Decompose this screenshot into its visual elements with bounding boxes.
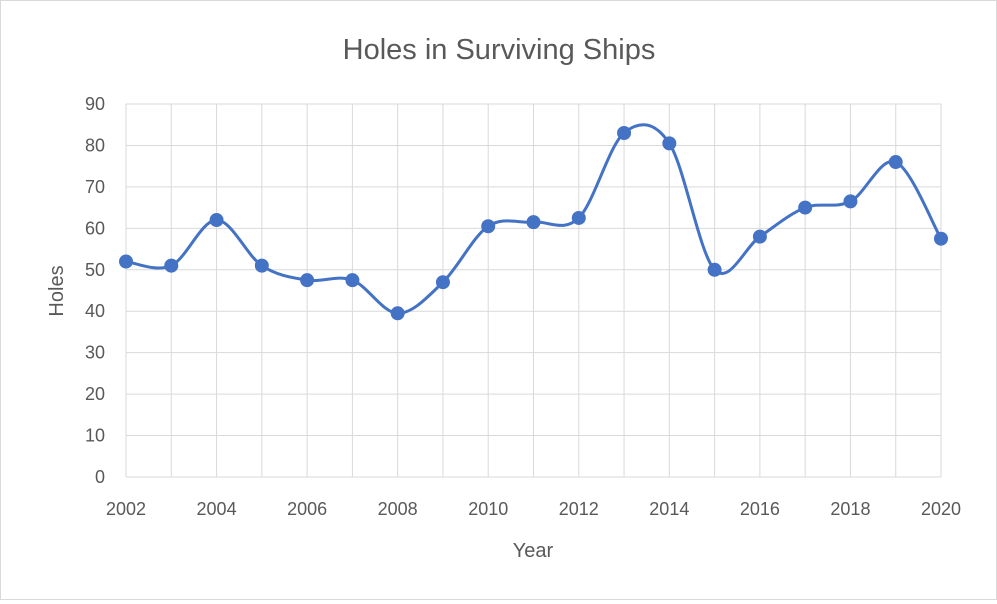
x-tick-label: 2006	[287, 499, 327, 519]
y-tick-label: 40	[85, 301, 105, 321]
data-point	[798, 200, 813, 215]
data-point	[345, 273, 360, 288]
x-tick-label: 2014	[649, 499, 689, 519]
data-point	[119, 254, 133, 269]
y-tick-label: 60	[85, 218, 105, 238]
series-group	[119, 123, 948, 321]
y-tick-label: 50	[85, 260, 105, 280]
x-tick-label: 2010	[468, 499, 508, 519]
data-point	[707, 262, 722, 277]
data-point	[888, 155, 903, 170]
x-tick-label: 2020	[921, 499, 961, 519]
data-point	[481, 219, 496, 234]
data-point	[300, 273, 315, 288]
gridlines	[125, 103, 942, 478]
x-tick-label: 2004	[197, 499, 237, 519]
data-point	[526, 215, 541, 230]
chart-title: Holes in Surviving Ships	[343, 34, 656, 66]
data-point	[254, 258, 269, 273]
x-tick-label: 2012	[559, 499, 599, 519]
data-point	[662, 136, 677, 151]
data-point	[752, 229, 767, 244]
data-point	[209, 213, 224, 228]
y-axis-label: Holes	[46, 265, 68, 316]
y-tick-label: 90	[85, 94, 105, 114]
data-point	[934, 231, 948, 246]
y-tick-label: 10	[85, 426, 105, 446]
y-tick-label: 20	[85, 384, 105, 404]
data-point	[164, 258, 179, 273]
x-axis-ticks: 2002 2004 2006 2008 2010 2012 2014 2016 2018 2020	[106, 499, 961, 519]
x-axis-label: Year	[513, 540, 554, 562]
y-tick-label: 0	[95, 467, 105, 487]
data-point	[843, 194, 858, 209]
data-point	[435, 275, 450, 290]
x-tick-label: 2002	[106, 499, 146, 519]
y-axis-ticks: 0 10 20 30 40 50 60 70 80 90	[85, 94, 105, 487]
data-point	[617, 126, 632, 141]
x-tick-label: 2008	[378, 499, 418, 519]
x-tick-label: 2018	[830, 499, 870, 519]
y-tick-label: 30	[85, 343, 105, 363]
data-point	[390, 306, 405, 321]
y-tick-label: 70	[85, 177, 105, 197]
y-tick-label: 80	[85, 135, 105, 155]
x-tick-label: 2016	[740, 499, 780, 519]
data-point	[571, 210, 586, 225]
